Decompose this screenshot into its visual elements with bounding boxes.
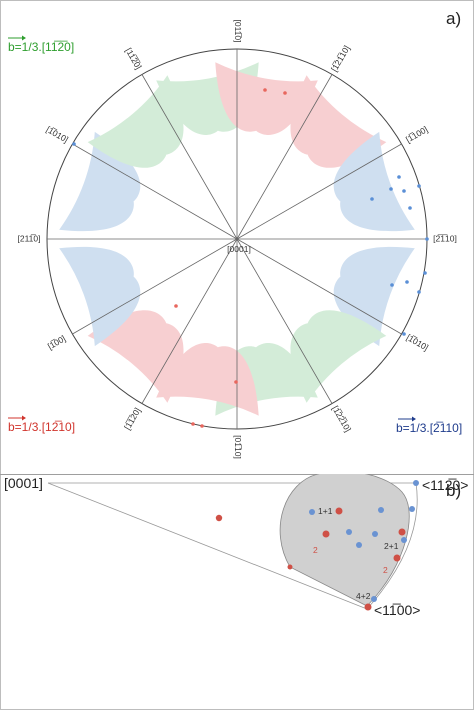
pole-point-0 — [263, 88, 267, 92]
orientation-point-14 — [371, 596, 377, 602]
lobe-3 — [333, 131, 415, 232]
spoke-label-4: [1̅010] — [405, 332, 430, 352]
pair-label-3: 2+1 — [384, 541, 399, 551]
orientation-point-1 — [413, 480, 419, 486]
pole-point-3 — [234, 380, 238, 384]
spoke-label-3: [2̅1̅10] — [433, 233, 457, 243]
pole-point-11 — [408, 206, 412, 210]
corner-0001-label: [0001] — [4, 475, 43, 491]
accessible-region — [279, 474, 410, 607]
orientation-point-7 — [346, 529, 352, 535]
orientation-point-2 — [409, 506, 415, 512]
corner-1100-label: <11̅00> — [374, 602, 420, 618]
panel-a-label: a) — [446, 9, 461, 28]
burgers-red-label: b=1/3.[12̅10] — [8, 420, 75, 434]
edge-1120-1100-arc — [366, 482, 418, 610]
orientation-point-0 — [215, 514, 223, 522]
pole-point-17 — [402, 332, 406, 336]
pole-point-15 — [417, 290, 421, 294]
pole-point-16 — [390, 283, 394, 287]
pair-label-5: 4+2 — [356, 591, 371, 601]
pole-point-10 — [370, 197, 374, 201]
spoke-label-10: [1̅010] — [45, 124, 70, 144]
edge-0001-1100 — [47, 482, 368, 610]
pole-point-18 — [72, 142, 76, 146]
lobe-11 — [87, 75, 184, 168]
corner-1120-label: <112̅0> — [422, 477, 468, 493]
spoke-2 — [236, 143, 402, 240]
spoke-label-2: [1̅100] — [404, 124, 429, 144]
orientation-point-13 — [287, 564, 293, 570]
pole-point-12 — [425, 237, 429, 241]
spoke-label-5: [1̅22̅10] — [330, 404, 353, 434]
pole-point-4 — [191, 422, 195, 426]
pair-label-2: 2 — [313, 545, 318, 555]
pole-point-13 — [423, 271, 427, 275]
orientation-point-15 — [364, 603, 372, 611]
pole-point-5 — [200, 424, 204, 428]
spoke-1 — [236, 74, 333, 240]
spoke-7 — [141, 238, 238, 404]
lobe-5 — [290, 310, 387, 403]
pair-label-4: 2 — [383, 565, 388, 575]
burgers-blue: b=1/3.[2̅110] — [396, 416, 462, 435]
pole-point-7 — [389, 187, 393, 191]
pole-point-8 — [402, 189, 406, 193]
spoke-label-6: [01̅10] — [233, 435, 243, 459]
burgers-blue-label: b=1/3.[2̅110] — [396, 421, 462, 435]
orientation-point-5 — [378, 507, 384, 513]
lobe-9 — [59, 246, 141, 347]
orientation-point-12 — [393, 554, 401, 562]
panel-a-stereographic-projection: [011̅0] [1̅21̅10] [1̅100] [2̅1̅10] [1̅010] [1… — [8, 9, 462, 459]
spoke-label-7: [1̅1̅20] — [122, 406, 142, 431]
spoke-4 — [236, 238, 402, 335]
spoke-label-9: [211̅0] — [17, 233, 40, 243]
orientation-point-9 — [398, 528, 406, 536]
spoke-label-11: [11̅2̅0] — [124, 46, 144, 71]
center-label: [0001] — [227, 244, 251, 254]
orientation-point-6 — [322, 530, 330, 538]
spoke-11 — [141, 74, 238, 240]
panel-divider — [0, 474, 474, 475]
burgers-green-label: b=1/3.[11̅2̅0] — [8, 40, 74, 54]
burgers-red: b=1/3.[12̅10] — [8, 415, 75, 434]
pole-point-1 — [283, 91, 287, 95]
pair-label-1: 1+1 — [318, 506, 333, 516]
spoke-label-1: [1̅21̅10] — [329, 44, 352, 74]
panel-b-standard-triangle: b) [0001] <112̅0> <11̅00> 1+1 2 2+1 2 4+… — [4, 474, 468, 618]
pole-point-9 — [417, 184, 421, 188]
orientation-point-3 — [335, 507, 343, 515]
spoke-10 — [72, 143, 238, 240]
orientation-point-11 — [356, 542, 362, 548]
spoke-5 — [236, 238, 333, 404]
orientation-point-8 — [372, 531, 378, 537]
panel-b-label: b) — [446, 481, 461, 500]
spoke-label-8: [1̅00] — [46, 333, 67, 351]
orientation-point-4 — [309, 509, 315, 515]
orientation-point-10 — [401, 537, 407, 543]
burgers-green: b=1/3.[11̅2̅0] — [8, 35, 74, 54]
pole-point-2 — [174, 304, 178, 308]
spoke-8 — [72, 238, 238, 335]
pole-point-14 — [405, 280, 409, 284]
spoke-label-0: [011̅0] — [233, 19, 243, 42]
pole-point-6 — [397, 175, 401, 179]
